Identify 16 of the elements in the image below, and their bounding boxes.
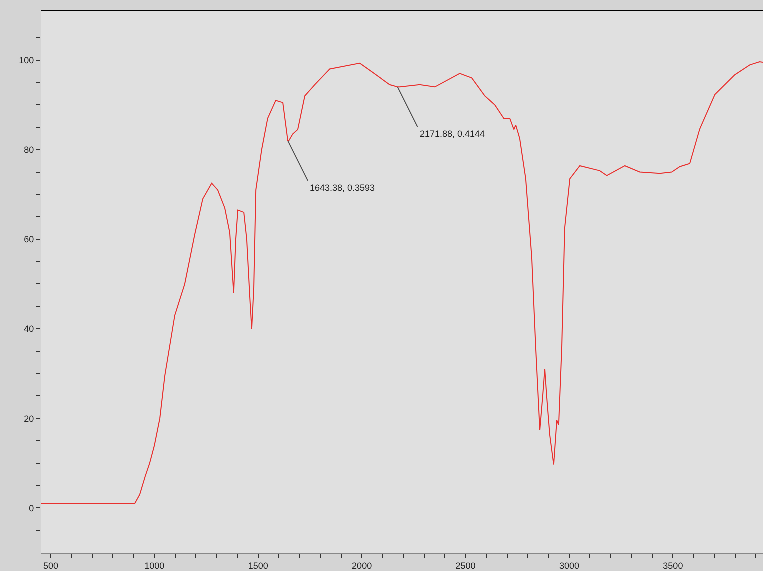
x-tick-label: 2500 bbox=[456, 560, 476, 571]
x-tick-label: 500 bbox=[43, 560, 58, 571]
y-tick-label: 0 bbox=[29, 503, 34, 514]
x-tick-label: 2000 bbox=[352, 560, 372, 571]
x-tick-label: 3000 bbox=[559, 560, 580, 571]
line-series bbox=[41, 62, 763, 504]
annotation: 1643.38, 0.3593 bbox=[310, 183, 376, 193]
y-tick-label: 100 bbox=[19, 55, 34, 66]
y-tick-label: 80 bbox=[24, 145, 34, 156]
y-tick-label: 20 bbox=[24, 414, 34, 424]
y-tick-label: 60 bbox=[24, 234, 34, 245]
y-tick-label: 40 bbox=[24, 324, 34, 334]
annotation: 2171.88, 0.4144 bbox=[420, 129, 486, 139]
x-tick-label: 1500 bbox=[248, 560, 268, 571]
x-tick-label: 3500 bbox=[663, 560, 684, 571]
x-tick-label: 1000 bbox=[144, 560, 165, 571]
